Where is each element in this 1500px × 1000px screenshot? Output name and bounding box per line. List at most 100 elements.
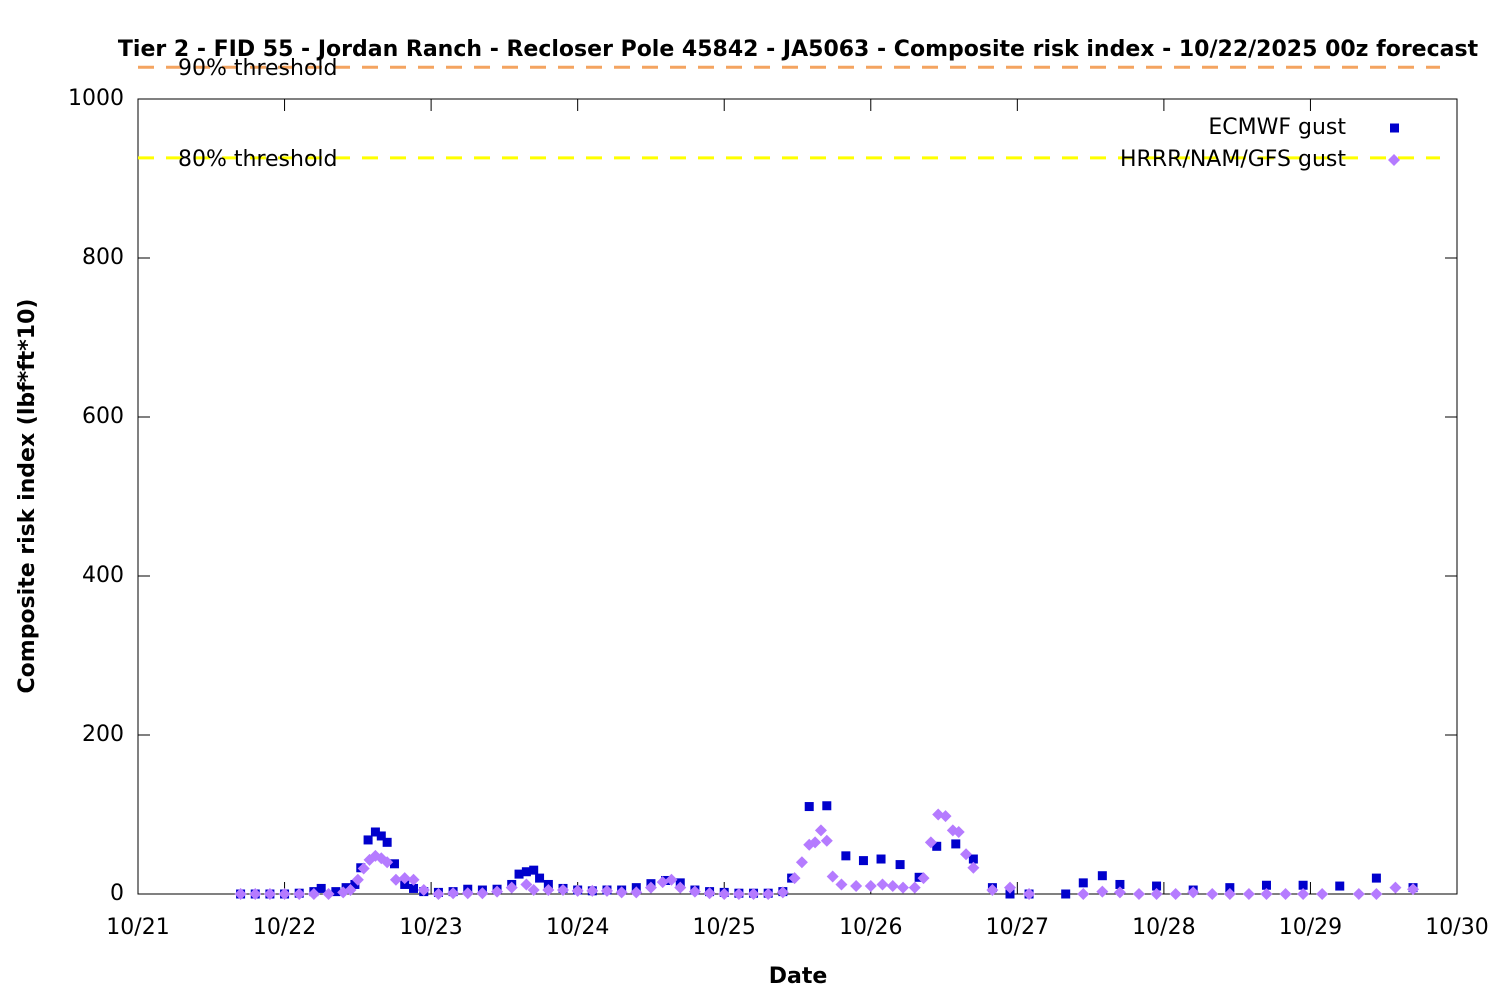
y-tick-label: 400 bbox=[82, 563, 124, 588]
data-point bbox=[357, 862, 370, 875]
data-point bbox=[762, 888, 775, 900]
data-point bbox=[1115, 879, 1125, 889]
data-point bbox=[886, 880, 899, 893]
data-point bbox=[535, 873, 545, 883]
data-point bbox=[951, 839, 961, 849]
data-point bbox=[814, 824, 827, 837]
data-point bbox=[322, 888, 335, 900]
data-point bbox=[1352, 888, 1365, 900]
data-point bbox=[1023, 888, 1036, 900]
y-tick-label: 800 bbox=[82, 245, 124, 270]
data-point bbox=[461, 887, 474, 900]
x-tick-label: 10/25 bbox=[693, 915, 756, 940]
data-point bbox=[1260, 888, 1273, 900]
data-point bbox=[571, 884, 584, 897]
data-point bbox=[1389, 881, 1402, 894]
data-point bbox=[520, 878, 533, 891]
legend-marker bbox=[1388, 154, 1400, 166]
data-point bbox=[858, 856, 868, 866]
data-point bbox=[278, 888, 291, 900]
data-point bbox=[1407, 883, 1420, 896]
legend-label: ECMWF gust bbox=[1208, 115, 1346, 140]
data-point bbox=[491, 885, 504, 898]
y-tick-label: 1000 bbox=[68, 86, 124, 111]
data-point bbox=[307, 888, 320, 900]
data-point bbox=[370, 827, 380, 837]
data-point bbox=[363, 835, 373, 845]
x-tick-label: 10/22 bbox=[253, 915, 316, 940]
x-tick-label: 10/29 bbox=[1279, 915, 1342, 940]
data-point bbox=[529, 865, 539, 875]
threshold-label: 90% threshold bbox=[178, 56, 338, 81]
data-point bbox=[350, 879, 360, 889]
data-point bbox=[960, 848, 973, 861]
data-point bbox=[674, 881, 687, 894]
data-point bbox=[409, 883, 419, 893]
data-point bbox=[939, 810, 952, 823]
data-point bbox=[586, 884, 599, 897]
data-point bbox=[1297, 888, 1310, 900]
data-point bbox=[703, 887, 716, 900]
data-point bbox=[876, 854, 886, 864]
data-point bbox=[804, 802, 814, 812]
data-point bbox=[656, 876, 669, 889]
data-point bbox=[967, 861, 980, 874]
x-tick-label: 10/27 bbox=[986, 915, 1049, 940]
data-point bbox=[952, 825, 965, 838]
data-point bbox=[688, 885, 701, 898]
data-point bbox=[527, 884, 540, 897]
data-point bbox=[841, 851, 851, 861]
data-point bbox=[293, 888, 306, 900]
data-point bbox=[1152, 881, 1162, 891]
data-point bbox=[850, 880, 863, 893]
data-point bbox=[644, 881, 657, 894]
data-point bbox=[1077, 888, 1090, 900]
data-point bbox=[630, 886, 643, 899]
data-point bbox=[1223, 888, 1236, 900]
x-tick-label: 10/26 bbox=[839, 915, 902, 940]
data-point bbox=[432, 888, 445, 900]
data-point bbox=[1261, 880, 1271, 890]
data-point bbox=[1242, 888, 1255, 900]
data-point bbox=[788, 872, 801, 885]
data-point bbox=[407, 873, 420, 886]
data-point bbox=[1335, 881, 1345, 891]
x-tick-label: 10/23 bbox=[399, 915, 462, 940]
data-point bbox=[344, 884, 357, 897]
data-point bbox=[1169, 888, 1182, 900]
data-point bbox=[376, 831, 386, 841]
data-point bbox=[932, 841, 942, 851]
data-point bbox=[1097, 871, 1107, 881]
data-point bbox=[263, 888, 276, 900]
data-point bbox=[986, 884, 999, 897]
legend-marker bbox=[1390, 123, 1399, 133]
data-point bbox=[826, 870, 839, 883]
data-point bbox=[1113, 886, 1126, 899]
data-point bbox=[389, 859, 399, 869]
data-point bbox=[1078, 878, 1088, 888]
data-point bbox=[514, 869, 524, 879]
data-point bbox=[398, 872, 411, 885]
data-point bbox=[1206, 888, 1219, 900]
data-point bbox=[924, 836, 937, 849]
data-point bbox=[732, 888, 745, 900]
data-point bbox=[718, 888, 731, 900]
data-point bbox=[417, 884, 430, 897]
threshold-label: 80% threshold bbox=[178, 147, 338, 172]
data-point bbox=[1279, 888, 1292, 900]
data-point bbox=[389, 873, 402, 886]
data-point bbox=[542, 884, 555, 897]
data-point bbox=[1187, 886, 1200, 899]
data-point bbox=[968, 854, 978, 864]
data-point bbox=[600, 884, 613, 897]
x-tick-label: 10/21 bbox=[106, 915, 169, 940]
y-tick-label: 600 bbox=[82, 404, 124, 429]
data-point bbox=[1096, 885, 1109, 898]
data-point bbox=[331, 887, 341, 897]
data-point bbox=[876, 878, 889, 891]
data-point bbox=[1004, 881, 1017, 894]
data-point bbox=[820, 834, 833, 847]
data-point bbox=[665, 873, 678, 886]
data-point bbox=[1371, 873, 1381, 883]
